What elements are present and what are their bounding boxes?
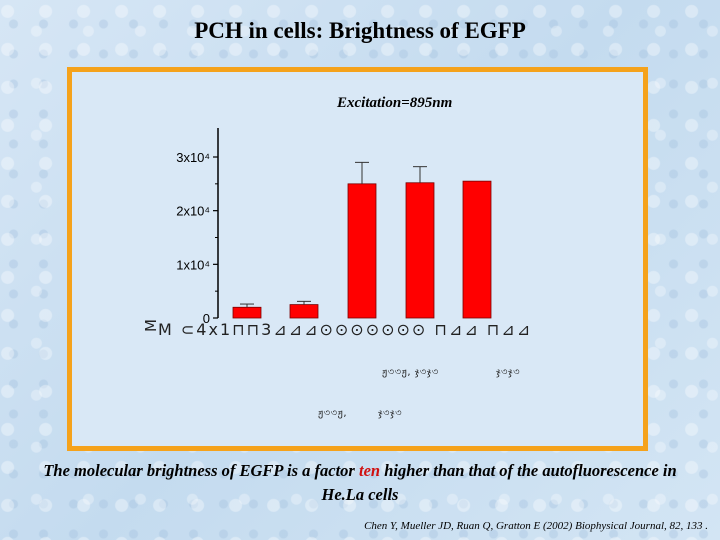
chart-title: Excitation=895nm (337, 95, 453, 111)
bar (405, 182, 435, 319)
bar (462, 180, 492, 319)
citation: Chen Y, Mueller JD, Ruan Q, Gratton E (2… (364, 520, 708, 532)
y-tick-label: 3x10⁴ (176, 150, 210, 165)
y-axis: 0 1x10⁴ 2x10⁴ 3x10⁴ (176, 128, 219, 326)
bar (289, 304, 319, 319)
bar (347, 183, 377, 319)
y-tick-label: 0 (203, 311, 210, 326)
legend-garbled-1: ჟ৩৩ჟ, ჯ৩ჯ৩ (382, 367, 439, 378)
legend-garbled-3: ჟ৩৩ჟ, (318, 408, 348, 419)
caption: The molecular brightness of EGFP is a fa… (40, 459, 680, 507)
slide-title: PCH in cells: Brightness of EGFP (194, 18, 526, 43)
error-bars (240, 161, 427, 308)
bars (232, 180, 492, 319)
legend-garbled-2: ჯ৩ჯ৩ (496, 367, 521, 378)
y-tick-label: 2x10⁴ (176, 204, 210, 219)
caption-text-end: higher than that of the autofluorescence… (321, 461, 677, 504)
caption-text-start: The molecular brightness of EGFP is a fa… (43, 461, 359, 480)
legend-garbled-4: ჯ৩ჯ৩ (378, 408, 403, 419)
caption-highlight: ten (358, 461, 381, 480)
x-axis-garbled-labels: M ⊂4x1⊓⊓3⊿⊿⊿⊙⊙⊙⊙⊙⊙⊙ ⊓⊿⊿ ⊓⊿⊿ (158, 320, 533, 339)
bar (232, 306, 262, 319)
y-tick-label: 1x10⁴ (176, 257, 210, 272)
